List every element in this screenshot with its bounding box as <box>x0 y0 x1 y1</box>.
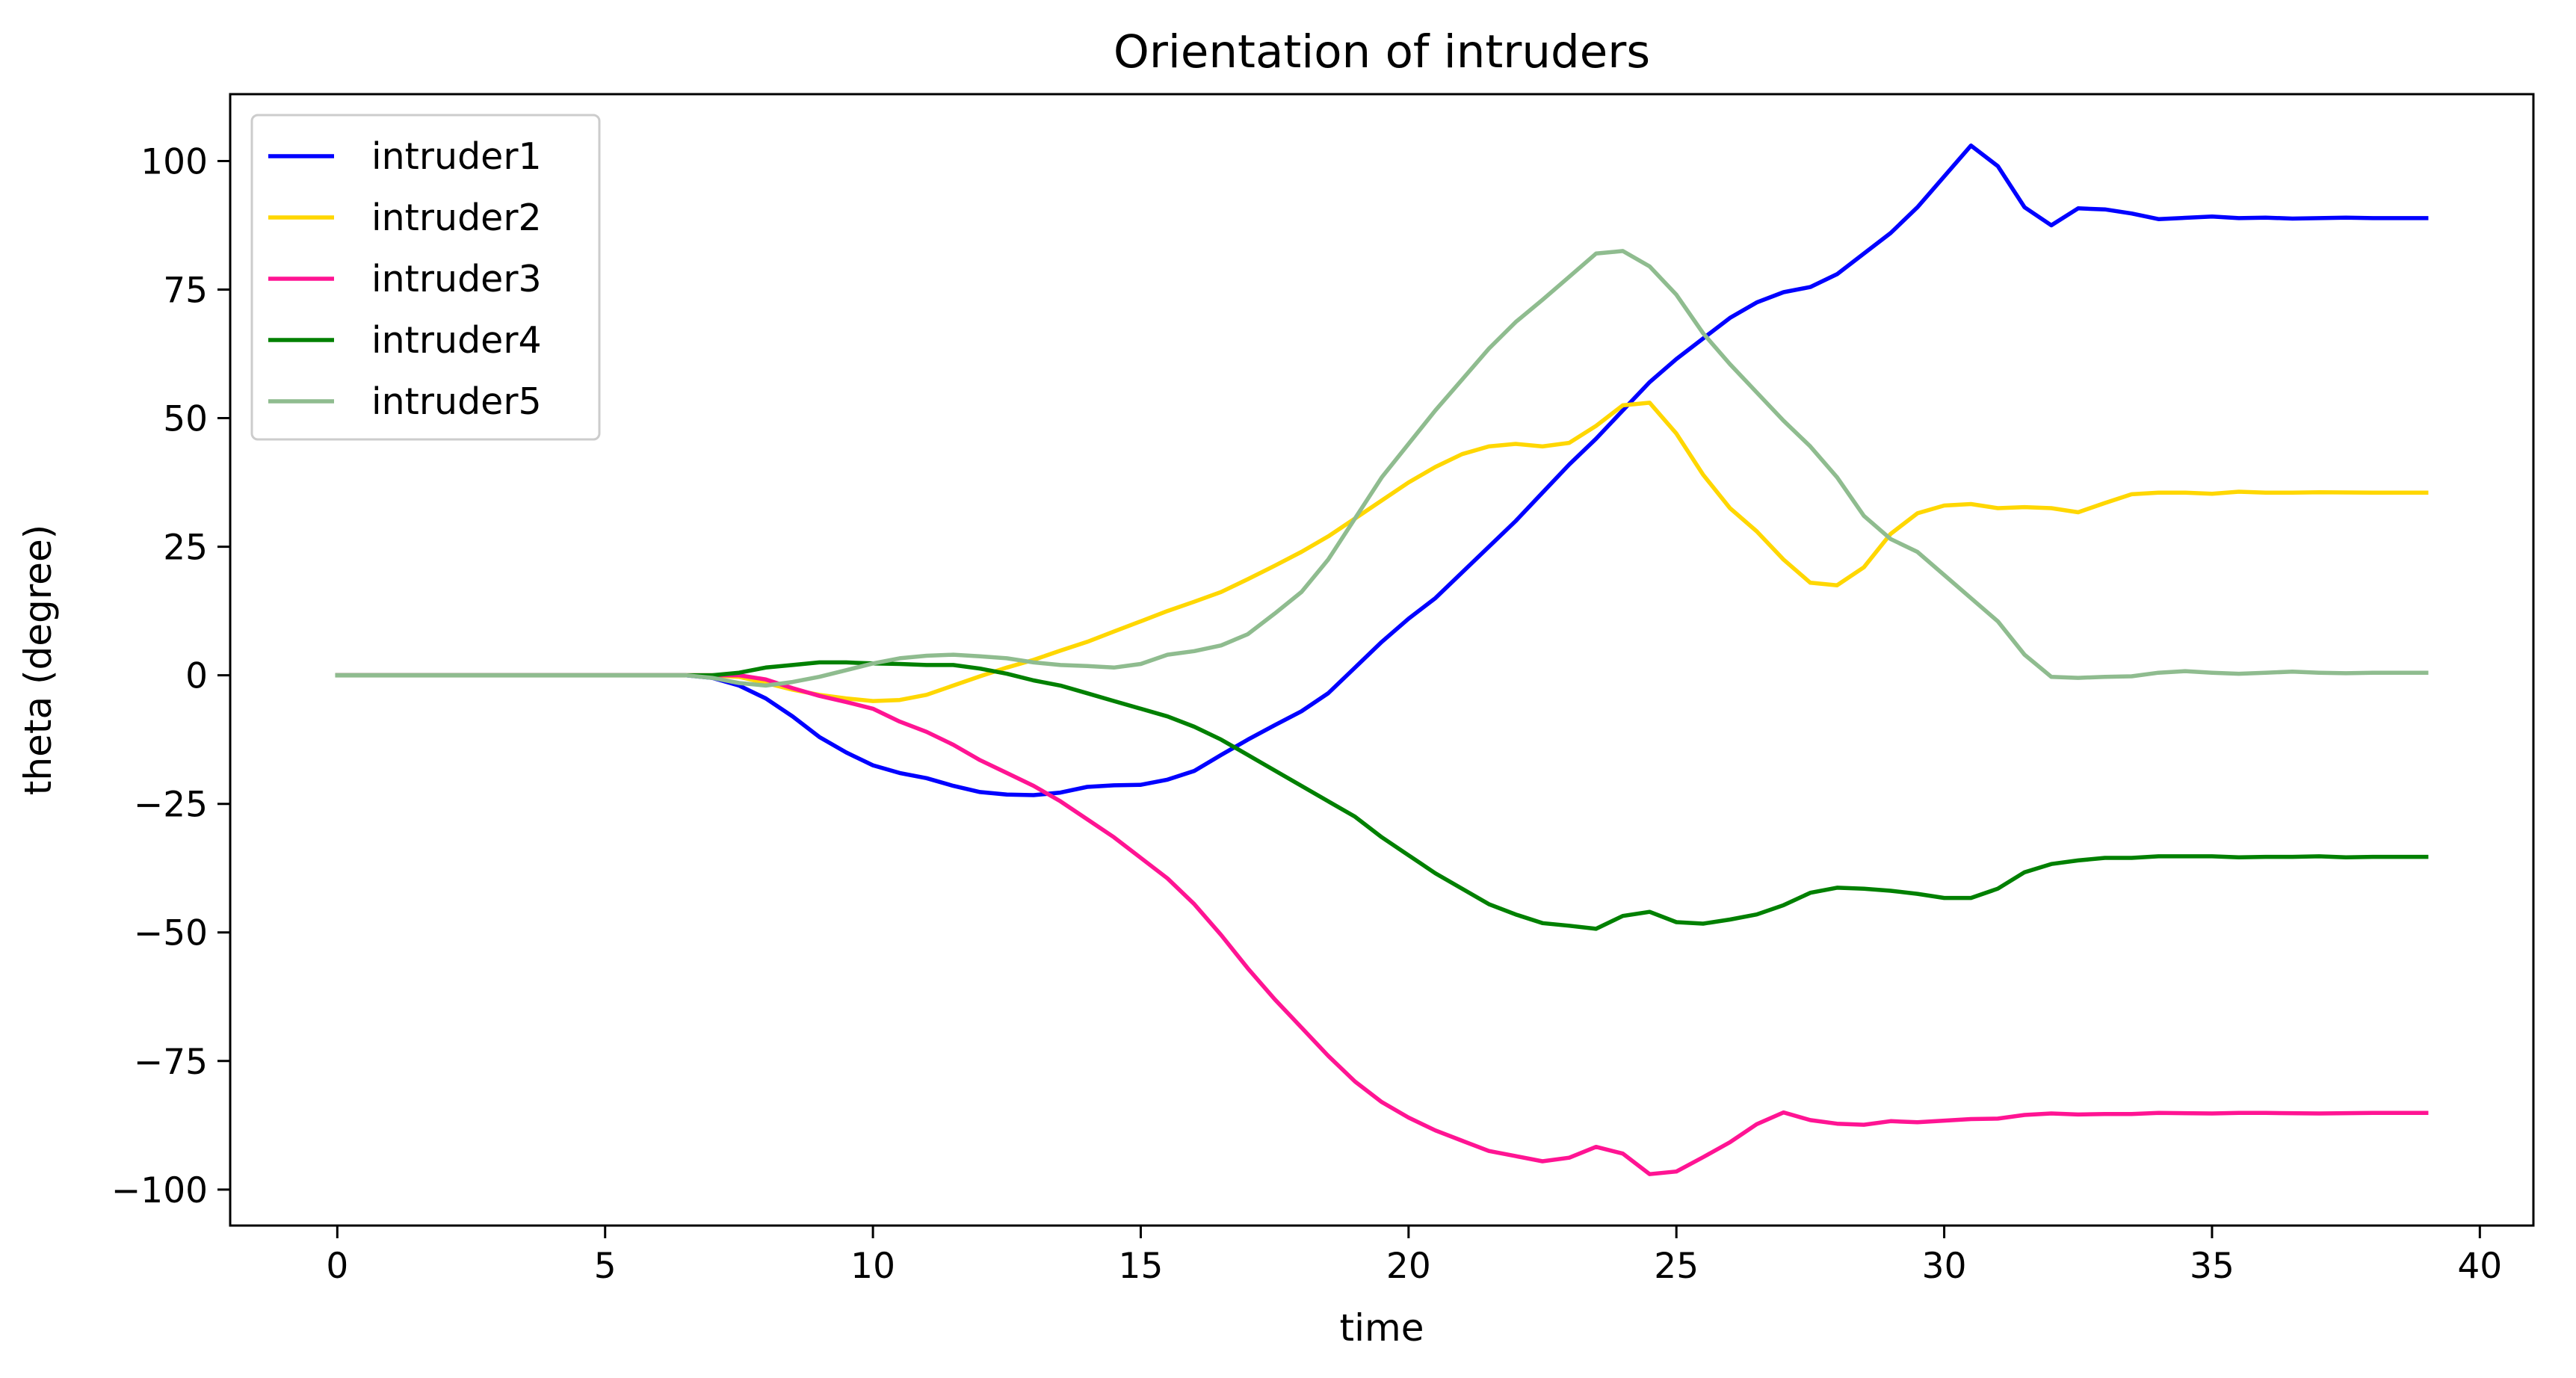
legend-label: intruder3 <box>371 258 542 300</box>
x-axis-title: time <box>1340 1306 1424 1350</box>
x-tick-label: 20 <box>1386 1246 1431 1287</box>
y-tick-label: 100 <box>140 141 208 182</box>
series-line-intruder1 <box>335 143 2429 797</box>
legend-label: intruder1 <box>371 135 542 178</box>
axes-layer: 0 5 10 15 20 25 30 35 40 −100 −75 −50 −25 0 25 50 75 100 <box>111 93 2535 1287</box>
x-tick-label: 25 <box>1654 1246 1699 1287</box>
series-layer <box>335 143 2429 1176</box>
series-line-intruder5 <box>335 249 2429 688</box>
x-tick-label: 5 <box>594 1246 617 1287</box>
series-line-intruder2 <box>335 401 2429 703</box>
plot-frame <box>229 93 2535 1227</box>
legend-label: intruder2 <box>371 197 542 239</box>
y-tick-label: 25 <box>163 528 208 569</box>
series-line-intruder4 <box>335 660 2429 931</box>
x-tick-label: 10 <box>850 1246 895 1287</box>
y-tick-label: −100 <box>111 1170 208 1211</box>
chart-title: Orientation of intruders <box>1114 25 1650 78</box>
y-tick-label: −75 <box>134 1042 208 1083</box>
x-tick-label: 40 <box>2457 1246 2502 1287</box>
x-tick-label: 15 <box>1119 1246 1164 1287</box>
y-tick-label: −50 <box>134 913 208 954</box>
y-tick-label: −25 <box>134 785 208 826</box>
legend-label: intruder4 <box>371 319 542 362</box>
y-axis-title: theta (degree) <box>16 525 60 795</box>
y-tick-label: 50 <box>163 399 208 440</box>
x-tick-label: 35 <box>2190 1246 2234 1287</box>
x-tick-label: 30 <box>1922 1246 1967 1287</box>
legend: intruder1 intruder2 intruder3 intruder4 intr… <box>250 114 601 441</box>
legend-box <box>250 114 601 441</box>
y-tick-label: 75 <box>163 271 208 312</box>
x-tick-label: 0 <box>326 1246 348 1287</box>
y-tick-label: 0 <box>185 656 208 697</box>
legend-label: intruder5 <box>371 380 542 423</box>
series-line-intruder3 <box>335 673 2429 1176</box>
